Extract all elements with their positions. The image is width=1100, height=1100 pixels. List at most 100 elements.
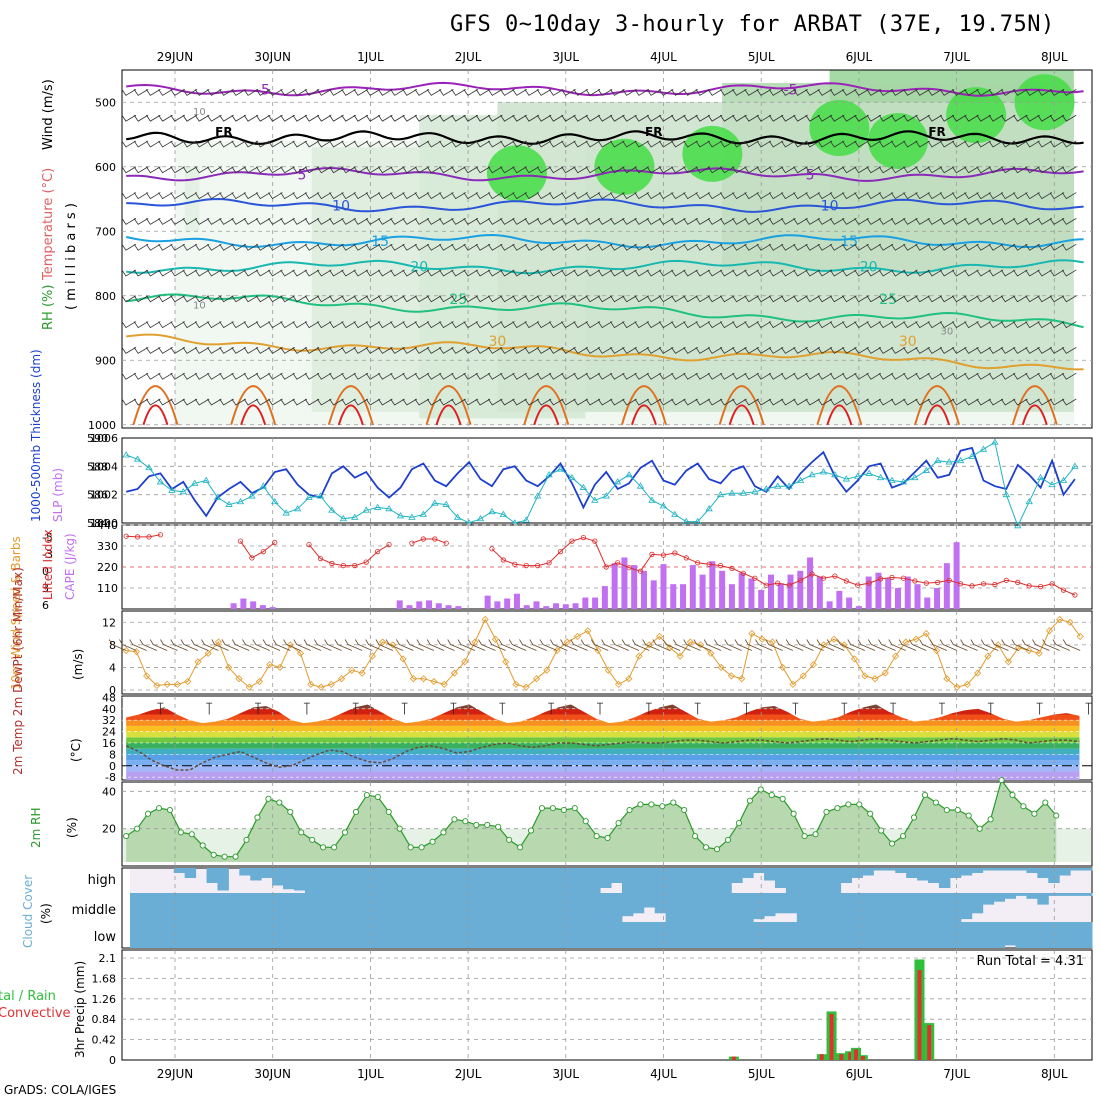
wind-barb xyxy=(1013,166,1028,174)
slp-tick: 1002 xyxy=(90,489,118,502)
wind-barb xyxy=(866,114,882,122)
wind-barb xyxy=(988,321,1004,329)
wind-barb xyxy=(671,89,686,96)
cape-bar xyxy=(650,580,657,609)
pressure-axis-label: ( m i l l i b a r s ) xyxy=(64,203,79,310)
wind-barb xyxy=(207,140,222,148)
slp-point xyxy=(476,514,485,522)
temp2m-tick: 16 xyxy=(102,737,116,750)
wind-barb xyxy=(793,269,808,277)
wind-barb xyxy=(451,166,466,174)
wind-barb xyxy=(500,243,515,251)
wind10m-ylabel: 10m Wind Speed & Barbs xyxy=(9,536,23,690)
wind-barb xyxy=(536,218,552,225)
wind-barb xyxy=(597,140,613,148)
wind-barb xyxy=(573,321,588,329)
wind-barb xyxy=(805,140,821,148)
wind-barb xyxy=(255,269,271,277)
rh2m-point xyxy=(549,805,556,812)
wind-barb xyxy=(866,398,882,406)
wind-barb xyxy=(1013,269,1028,277)
wind-axis-label: Wind (m/s) xyxy=(41,79,56,150)
wind10m-tick: 4 xyxy=(109,661,116,674)
wind-barb xyxy=(146,192,161,200)
slp-point xyxy=(522,516,530,523)
cloud-low-bar xyxy=(1004,922,1016,946)
wind-barb xyxy=(964,321,979,329)
wind-barb xyxy=(854,398,869,406)
wind-barb xyxy=(707,114,723,122)
wind-barb xyxy=(622,372,637,380)
wind-barb xyxy=(353,89,369,96)
wind-barb xyxy=(414,166,430,174)
wind-barb xyxy=(280,321,295,329)
lifted-index-point xyxy=(1060,587,1067,593)
lifted-index-point xyxy=(443,540,449,546)
cloud-low-bar xyxy=(654,922,667,948)
cape-bar xyxy=(455,606,462,609)
temp2m-tick: 24 xyxy=(102,726,116,739)
isotherm-label: 30 xyxy=(899,334,917,350)
wind-barb xyxy=(756,321,772,329)
wind10m-point xyxy=(604,666,612,674)
wind-barb xyxy=(1049,140,1065,148)
cape-bar xyxy=(728,584,735,609)
wind-barb xyxy=(976,192,992,200)
wind-barb xyxy=(243,269,259,277)
hot-contour-38 xyxy=(132,385,179,426)
cape-bar xyxy=(592,597,599,609)
wind-barb xyxy=(1000,347,1016,354)
wind-barb xyxy=(231,192,247,200)
rh2m-point xyxy=(965,812,972,819)
precip-tick: 0.84 xyxy=(92,1013,117,1026)
lifted-index-point xyxy=(809,571,815,577)
wind-barb xyxy=(622,140,637,148)
rh2m-point xyxy=(309,836,316,843)
wind10m-barb xyxy=(262,639,281,651)
rh2m-point xyxy=(374,793,381,800)
wind-barb xyxy=(512,218,527,225)
lifted-index-point xyxy=(592,538,598,544)
credit-label: GrADS: COLA/IGES xyxy=(4,1083,117,1097)
slp-point xyxy=(248,492,256,499)
wind-barb xyxy=(207,372,222,380)
cape-tick: 440 xyxy=(97,519,118,532)
wind-barb xyxy=(512,114,527,122)
wind-barb xyxy=(426,269,442,277)
wind-barb xyxy=(1037,243,1053,251)
wind-barb xyxy=(512,398,527,406)
cloud-high-bar xyxy=(764,868,776,881)
cloud-low-bar xyxy=(490,922,503,948)
wind-barb xyxy=(1000,269,1016,277)
wind-barb xyxy=(939,243,955,251)
wind-barb xyxy=(988,295,1004,303)
wind-barb xyxy=(646,269,662,277)
cape-bar xyxy=(719,570,726,609)
wind10m-point xyxy=(307,680,315,688)
wind-barb xyxy=(524,398,540,406)
wind10m-point xyxy=(1035,649,1043,657)
wind-barb xyxy=(1025,269,1040,277)
rh2m-point xyxy=(134,825,141,832)
wind-barb xyxy=(964,218,979,225)
wind-barb xyxy=(597,269,613,277)
wind-barb xyxy=(768,114,784,122)
wind-barb xyxy=(1049,398,1065,406)
temp-minmax-marker xyxy=(645,702,652,715)
cloud-low-bar xyxy=(567,922,579,948)
thickness-ylabel: 1000-500mb Thickness (dm) xyxy=(29,349,43,522)
wind-barb xyxy=(634,295,650,303)
precip-convective-bar xyxy=(860,1056,865,1060)
wind-barb xyxy=(390,295,405,303)
wind10m-point xyxy=(563,638,571,646)
rh2m-point xyxy=(527,827,535,834)
wind-barb xyxy=(194,372,210,380)
thickness-line xyxy=(125,446,1076,518)
wind-barb xyxy=(964,295,979,303)
rh2m-tick: 40 xyxy=(102,785,116,798)
wind-barb xyxy=(439,243,454,251)
wind-barb xyxy=(1025,89,1040,96)
cloud-low-bar xyxy=(217,922,229,948)
wind-barb xyxy=(854,166,869,174)
upper-air-y-tick: 500 xyxy=(95,96,116,109)
